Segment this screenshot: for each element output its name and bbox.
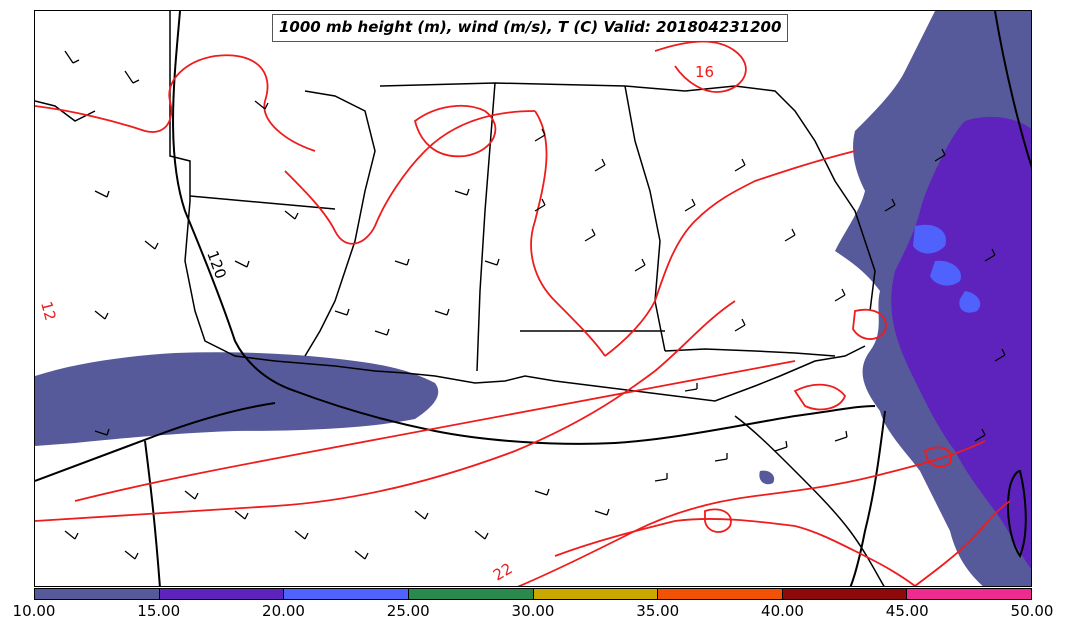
colorbar-tick-label: 15.00 bbox=[137, 602, 181, 620]
colorbar-segment bbox=[907, 589, 1031, 599]
height-contours bbox=[35, 11, 1031, 586]
state-borders bbox=[35, 11, 885, 586]
map-panel: 120 12 16 22 bbox=[34, 10, 1032, 587]
shaded-atlantic-max2 bbox=[930, 260, 961, 286]
shaded-atlantic-max1 bbox=[913, 224, 946, 254]
colorbar-tick-label: 30.00 bbox=[511, 602, 555, 620]
colorbar-segment bbox=[658, 589, 783, 599]
temp-contour-label-22: 22 bbox=[490, 559, 516, 584]
colorbar-segment bbox=[159, 589, 285, 599]
shaded-atlantic-max3 bbox=[959, 291, 981, 313]
colorbar-tick-label: 40.00 bbox=[761, 602, 804, 620]
colorbar-tick-label: 45.00 bbox=[885, 602, 929, 620]
temperature-contours bbox=[35, 40, 1011, 586]
colorbar-segment bbox=[408, 589, 534, 599]
colorbar-tick-labels: 10.00 15.00 20.00 25.00 30.00 35.00 40.00 45.00… bbox=[0, 600, 1065, 624]
colorbar-tick-label: 50.00 bbox=[1010, 602, 1054, 620]
temp-contour-label-12: 12 bbox=[37, 299, 59, 322]
wind-barbs bbox=[64, 50, 1006, 560]
colorbar-segment bbox=[533, 589, 659, 599]
shaded-field bbox=[35, 11, 1031, 586]
temp-contour-label-16: 16 bbox=[695, 63, 714, 81]
shaded-gulf-band bbox=[35, 352, 439, 446]
shaded-small-cell bbox=[759, 470, 775, 485]
map-title: 1000 mb height (m), wind (m/s), T (C) Va… bbox=[272, 14, 789, 42]
colorbar-tick-label: 20.00 bbox=[262, 602, 305, 620]
height-contour-label: 120 bbox=[203, 248, 230, 281]
colorbar-tick-label: 10.00 bbox=[12, 602, 56, 620]
map-canvas: 120 12 16 22 bbox=[35, 11, 1031, 586]
colorbar-segment bbox=[284, 589, 409, 599]
colorbar bbox=[34, 588, 1032, 600]
colorbar-segment bbox=[782, 589, 908, 599]
colorbar-segment bbox=[35, 589, 160, 599]
colorbar-tick-label: 35.00 bbox=[636, 602, 680, 620]
colorbar-tick-label: 25.00 bbox=[386, 602, 430, 620]
